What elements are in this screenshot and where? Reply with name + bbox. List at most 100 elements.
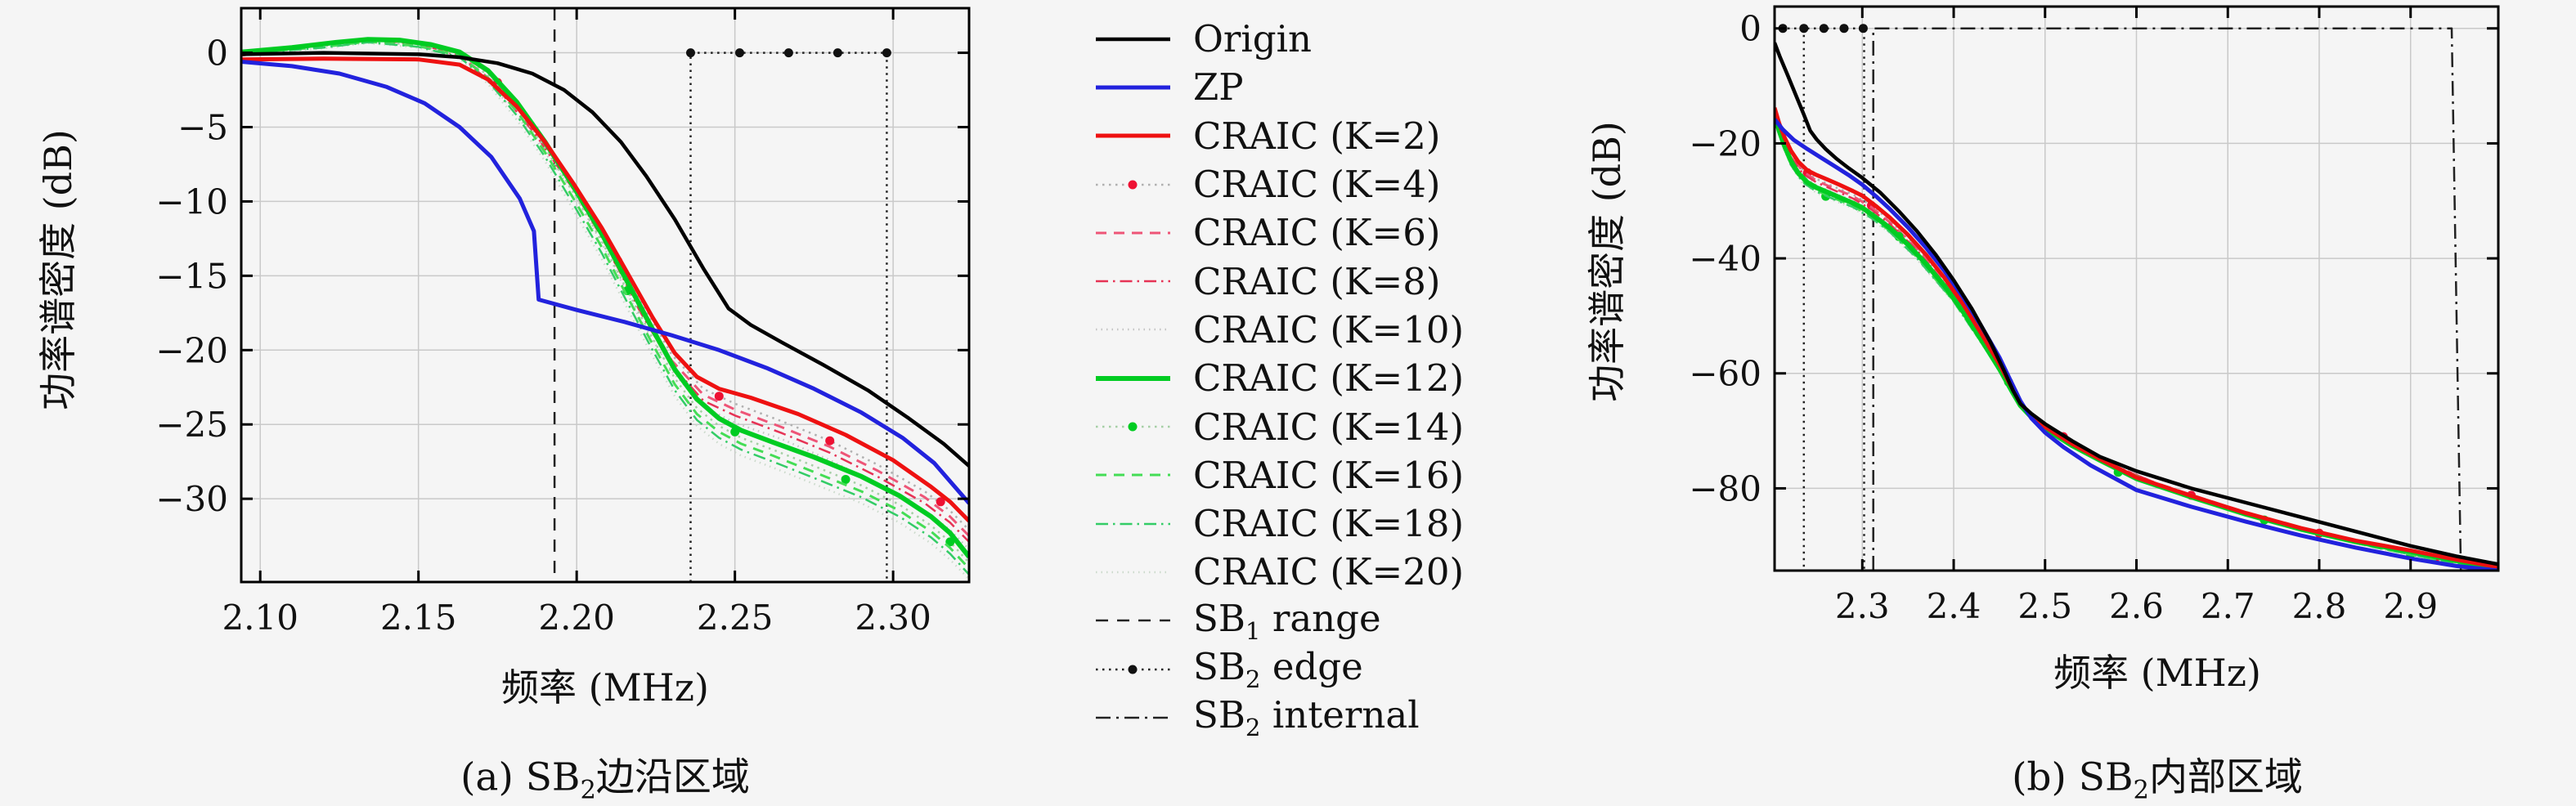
series-marker-sb2-edge xyxy=(882,48,891,58)
legend-item-label: CRAIC (K=2) xyxy=(1193,114,1441,158)
y-tick-label: −40 xyxy=(1689,239,1761,279)
series-sb2-edge xyxy=(1775,27,1865,571)
series-marker-craic14 xyxy=(841,475,850,484)
series-marker-sb2-edge xyxy=(1819,24,1829,34)
chart-a: 2.10 2.15 2.20 2.25 2.30 0 −5 −10 −15 −20 −25 −30 xyxy=(155,7,971,638)
series-marker-sb2-edge xyxy=(783,48,793,58)
legend-item: SB2 internal xyxy=(1094,693,1568,741)
series-craic4 xyxy=(241,39,969,531)
series-marker-sb2-edge xyxy=(735,48,744,58)
legend-item-label: Origin xyxy=(1193,17,1312,61)
legend-line-sample xyxy=(1096,231,1170,235)
x-tick-label: 2.6 xyxy=(2109,586,2164,626)
legend-item: CRAIC (K=14) xyxy=(1094,402,1568,450)
legend-item: SB2 edge xyxy=(1094,645,1568,693)
legend-line-sample xyxy=(1096,375,1170,381)
legend-item: CRAIC (K=10) xyxy=(1094,306,1568,354)
y-tick-label: 0 xyxy=(1739,9,1761,49)
series-marker-craic4 xyxy=(936,497,945,507)
legend-item: CRAIC (K=4) xyxy=(1094,160,1568,208)
plot-border xyxy=(240,7,971,584)
legend-item: CRAIC (K=12) xyxy=(1094,354,1568,402)
legend-line-sample xyxy=(1096,180,1170,190)
legend-item: CRAIC (K=2) xyxy=(1094,112,1568,160)
series-marker-sb2-edge xyxy=(1839,24,1849,34)
y-axis-label-a: 功率谱密度 (dB) xyxy=(36,129,80,410)
legend-line-sample xyxy=(1096,133,1170,138)
legend-line-sample xyxy=(1096,422,1170,432)
y-tick-label: −5 xyxy=(177,107,228,147)
series-craic16 xyxy=(241,40,969,570)
legend-line-sample xyxy=(1096,716,1170,719)
series-marker-craic4 xyxy=(825,436,835,446)
legend-marker-dot xyxy=(1128,665,1138,674)
legend-line-sample xyxy=(1096,85,1170,90)
series-craic6 xyxy=(1775,110,2498,569)
legend-line-sample xyxy=(1096,473,1170,477)
legend-item: ZP xyxy=(1094,63,1568,111)
legend-line-sample xyxy=(1096,571,1170,574)
x-tick-label: 2.7 xyxy=(2201,586,2255,626)
x-tick-label: 2.8 xyxy=(2292,586,2347,626)
y-tick-label: −10 xyxy=(155,181,228,222)
x-tick-label: 2.25 xyxy=(697,598,774,638)
series-craic12 xyxy=(241,37,969,558)
legend-item: CRAIC (K=8) xyxy=(1094,257,1568,305)
legend-item-label: CRAIC (K=4) xyxy=(1193,163,1441,207)
legend-line-sample xyxy=(1096,280,1170,283)
legend-item: CRAIC (K=6) xyxy=(1094,208,1568,257)
series-craic6 xyxy=(241,38,969,537)
legend-item: Origin xyxy=(1094,15,1568,63)
chart-b: 2.3 2.4 2.5 2.6 2.7 2.8 2.9 0 −20 −40 −60 −80 xyxy=(1689,5,2500,626)
x-tick-label: 2.10 xyxy=(222,598,298,638)
legend-item-label: CRAIC (K=12) xyxy=(1193,356,1465,401)
x-axis-label-a: 频率 (MHz) xyxy=(501,665,709,710)
x-tick-label: 2.20 xyxy=(538,598,615,638)
y-tick-label: −15 xyxy=(155,256,228,296)
legend-marker-dot xyxy=(1128,422,1138,432)
series-marker-sb2-edge xyxy=(832,48,842,58)
x-axis-label-b: 频率 (MHz) xyxy=(2053,651,2261,695)
legend-item: CRAIC (K=18) xyxy=(1094,499,1568,548)
series-sb2-edge xyxy=(689,51,888,582)
legend-item-label: SB1 range xyxy=(1193,596,1381,645)
y-tick-label: −30 xyxy=(155,479,228,519)
series-craic18 xyxy=(241,41,969,575)
series-zp xyxy=(241,60,969,505)
legend-item-label: CRAIC (K=16) xyxy=(1193,453,1465,497)
caption-b: (b) SB2内部区域 xyxy=(2012,755,2303,805)
series-origin xyxy=(1775,42,2498,566)
x-tick-label: 2.15 xyxy=(380,598,457,638)
legend-item-label: CRAIC (K=6) xyxy=(1193,211,1441,255)
x-tick-label: 2.3 xyxy=(1835,586,1890,626)
legend-line-sample xyxy=(1096,665,1170,674)
legend-item-label: SB2 internal xyxy=(1193,693,1420,742)
legend-line-sample xyxy=(1096,619,1170,622)
series-craic14 xyxy=(241,39,969,564)
series-sb2-internal xyxy=(1872,27,2462,571)
series-craic2 xyxy=(241,56,969,523)
series-craic2 xyxy=(1775,107,2498,570)
x-tick-label: 2.9 xyxy=(2383,586,2438,626)
y-axis-label-b: 功率谱密度 (dB) xyxy=(1585,121,1629,402)
legend-line-sample xyxy=(1096,329,1170,331)
x-tick-label: 2.30 xyxy=(855,598,931,638)
legend-item-label: SB2 edge xyxy=(1193,645,1363,693)
caption-a: (a) SB2边沿区域 xyxy=(460,755,750,805)
y-tick-label: −25 xyxy=(155,405,228,445)
x-tick-label: 2.5 xyxy=(2017,586,2072,626)
series-origin xyxy=(241,51,969,468)
legend-item-label: ZP xyxy=(1193,65,1244,110)
y-tick-label: −20 xyxy=(1689,123,1761,163)
legend-item-label: CRAIC (K=8) xyxy=(1193,259,1441,303)
legend-marker-dot xyxy=(1128,180,1138,190)
legend-line-sample xyxy=(1096,522,1170,525)
series-marker-sb2-edge xyxy=(1858,24,1868,34)
legend: Origin ZP CRAIC (K=2) CRAIC (K=4) CRAIC (K=6… xyxy=(1094,15,1568,741)
series-craic8 xyxy=(241,38,969,543)
series-craic10 xyxy=(241,38,969,550)
legend-item-label: CRAIC (K=14) xyxy=(1193,405,1465,449)
series-marker-sb2-edge xyxy=(686,48,695,58)
legend-item: SB1 range xyxy=(1094,597,1568,645)
